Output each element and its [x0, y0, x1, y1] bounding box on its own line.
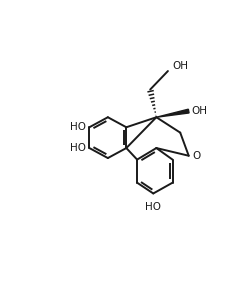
- Text: O: O: [193, 151, 201, 161]
- Text: HO: HO: [145, 202, 161, 212]
- Text: OH: OH: [191, 106, 207, 116]
- Text: HO: HO: [70, 143, 86, 153]
- Polygon shape: [156, 109, 189, 117]
- Text: HO: HO: [70, 122, 86, 132]
- Text: OH: OH: [173, 61, 189, 71]
